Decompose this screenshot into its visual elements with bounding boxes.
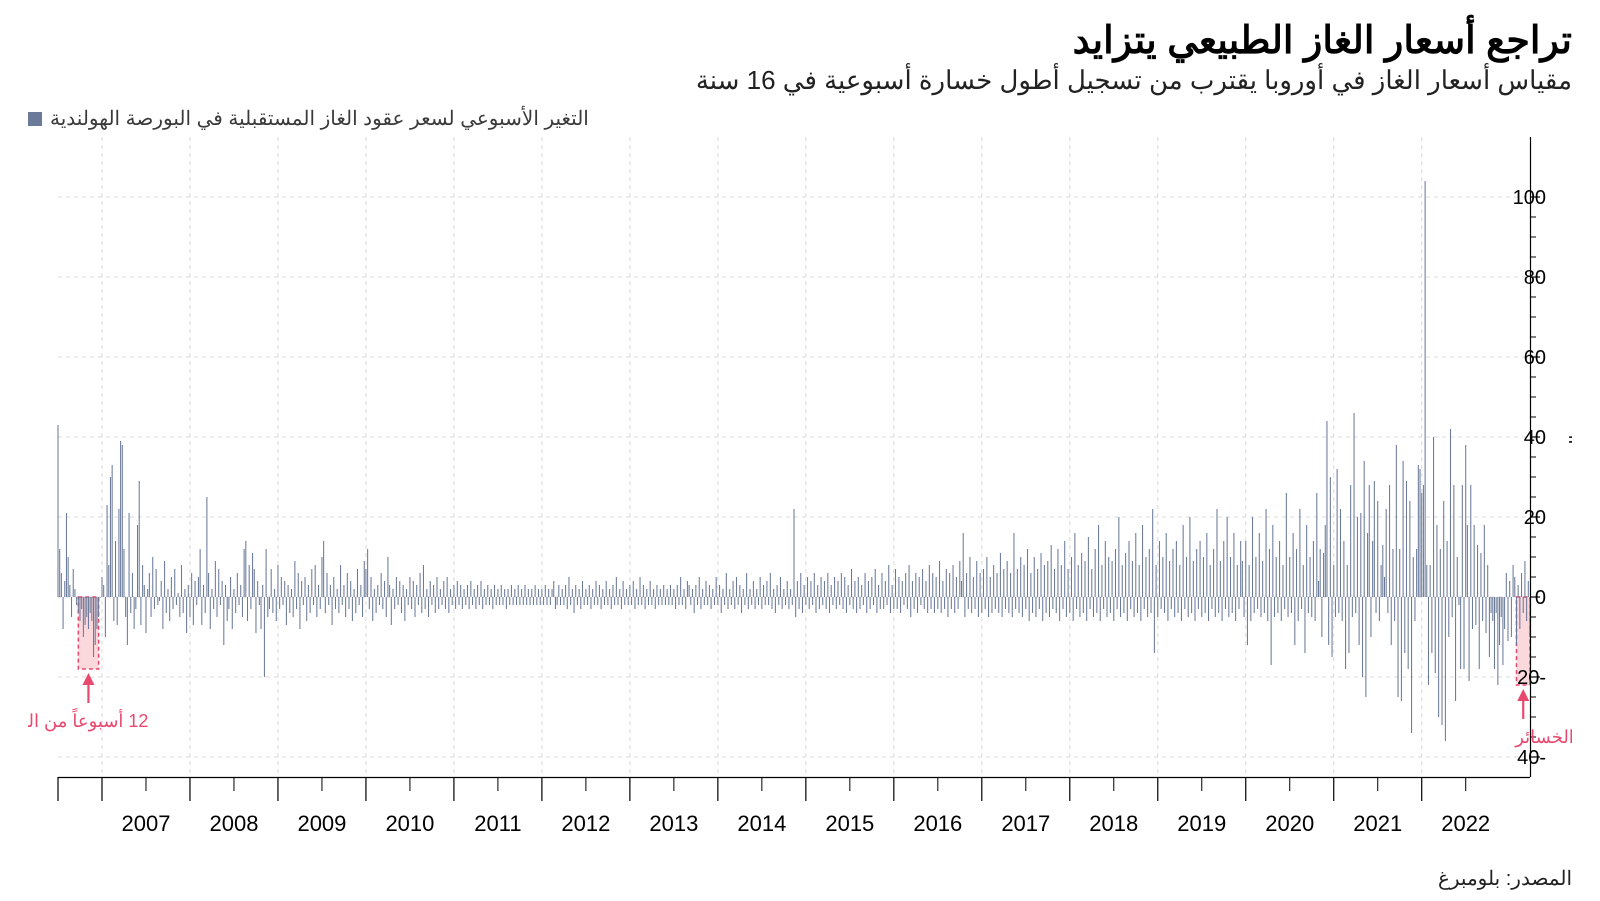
y-tick-label: 100 bbox=[1513, 187, 1546, 209]
x-tick-label: 2013 bbox=[649, 811, 698, 836]
chart-subtitle: مقياس أسعار الغاز في أوروبا يقترب من تسج… bbox=[28, 65, 1572, 96]
x-tick-label: 2014 bbox=[737, 811, 786, 836]
y-axis-label: النسبة bbox=[1567, 435, 1572, 479]
highlight-label: 8 أسابيع من الخسائر bbox=[1514, 725, 1572, 748]
y-tick-label: -40 bbox=[1517, 747, 1546, 769]
x-tick-label: 2008 bbox=[209, 811, 258, 836]
x-tick-label: 2019 bbox=[1177, 811, 1226, 836]
y-tick-label: 40 bbox=[1524, 427, 1546, 449]
x-tick-label: 2018 bbox=[1089, 811, 1138, 836]
x-tick-label: 2011 bbox=[474, 811, 521, 836]
x-tick-label: 2007 bbox=[122, 811, 171, 836]
x-tick-label: 2009 bbox=[297, 811, 346, 836]
highlight-label: 12 أسبوعاً من الخسائر bbox=[28, 708, 148, 732]
y-tick-label: 80 bbox=[1524, 267, 1546, 289]
y-tick-label: 60 bbox=[1524, 347, 1546, 369]
chart-title: تراجع أسعار الغاز الطبيعي يتزايد bbox=[28, 18, 1572, 63]
legend-label: التغير الأسبوعي لسعر عقود الغاز المستقبل… bbox=[50, 106, 589, 131]
chart-area: -40 -20 0 20 40 60 80 100 النسبة 2007 2008 2009 2010… bbox=[28, 137, 1572, 862]
x-tick-label: 2017 bbox=[1001, 811, 1050, 836]
x-tick-label: 2010 bbox=[385, 811, 434, 836]
x-tick-label: 2015 bbox=[825, 811, 874, 836]
x-tick-label: 2021 bbox=[1353, 811, 1402, 836]
source-label: المصدر: بلومبرغ bbox=[1438, 866, 1572, 891]
x-tick-label: 2020 bbox=[1265, 811, 1314, 836]
x-tick-label: 2016 bbox=[913, 811, 962, 836]
legend: التغير الأسبوعي لسعر عقود الغاز المستقبل… bbox=[28, 106, 1572, 131]
chart-svg: -40 -20 0 20 40 60 80 100 النسبة 2007 2008 2009 2010… bbox=[28, 137, 1572, 857]
x-tick-label: 2022 bbox=[1441, 811, 1490, 836]
x-tick-label: 2012 bbox=[561, 811, 610, 836]
y-tick-label: 20 bbox=[1524, 507, 1546, 529]
legend-swatch bbox=[28, 112, 42, 126]
y-tick-label: -20 bbox=[1517, 667, 1546, 689]
y-tick-label: 0 bbox=[1535, 587, 1546, 609]
